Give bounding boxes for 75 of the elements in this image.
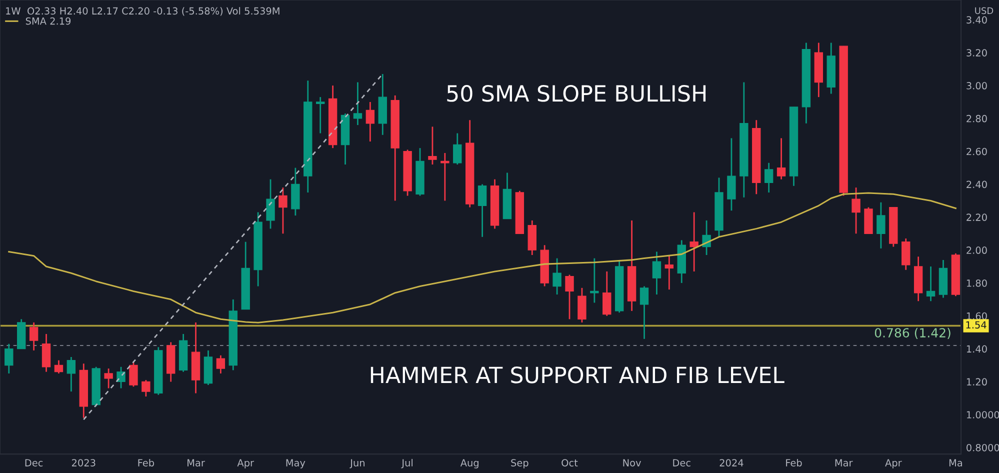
y-tick-label: 2.20	[966, 214, 987, 221]
candlestick	[29, 322, 38, 352]
candlestick	[764, 162, 774, 194]
legend-label: SMA 2.19	[26, 17, 71, 25]
candlestick	[852, 186, 860, 234]
candlestick	[926, 266, 936, 302]
y-tick-label: 1.0000	[966, 411, 999, 418]
y-tick-label: 1.80	[966, 279, 987, 287]
x-tick-label: Feb	[138, 458, 154, 466]
y-tick-label: 2.00	[966, 246, 987, 254]
ref-line-label: 1.54	[966, 321, 986, 329]
x-tick-label: Oct	[562, 459, 578, 466]
y-tick-label: 2.80	[966, 114, 987, 122]
candlestick	[690, 212, 698, 272]
y-tick-label: 2.60	[966, 148, 987, 156]
y-tick-label: 3.00	[966, 82, 987, 90]
x-tick-label: Sep	[511, 459, 528, 468]
candlestick	[652, 251, 662, 296]
ref-line-label: 0.786 (1.42)	[874, 328, 950, 339]
candlestick	[142, 379, 150, 398]
x-tick-label: Dec	[25, 459, 43, 466]
candlestick	[216, 354, 226, 374]
text: 1W O2.33 H2.40 L2.17 C2.20 -0.13 (-5.58%) Vol 5.539M	[6, 7, 280, 16]
candlestick	[552, 258, 562, 296]
candlestick	[104, 368, 113, 389]
candlestick	[453, 132, 462, 166]
candlestick	[42, 333, 51, 373]
x-tick-label: 2023	[72, 459, 96, 466]
candlestick	[66, 356, 76, 392]
x-tick-label: Aug	[460, 459, 478, 468]
candlestick	[366, 101, 375, 142]
x-tick-label: Nov	[623, 459, 641, 466]
candlestick	[116, 366, 126, 389]
candlestick	[776, 138, 786, 180]
candlestick	[266, 178, 275, 230]
candlestick	[316, 96, 325, 134]
candlestick	[902, 238, 910, 271]
y-tick-label: 1.60	[966, 312, 987, 320]
x-tick-label: Dec	[673, 459, 690, 466]
x-tick-label: Feb	[786, 458, 802, 466]
candlestick	[278, 186, 288, 234]
candlestick	[565, 274, 574, 320]
y-axis-title: USD	[975, 7, 994, 14]
x-tick-label: Jul	[401, 458, 413, 468]
y-tick-label: 1.40	[966, 345, 987, 353]
y-tick-label: 0.8000	[966, 444, 999, 452]
candlestick	[54, 360, 64, 374]
candlestick	[440, 152, 450, 202]
x-tick-label: Ma	[949, 459, 962, 466]
x-tick-label: Mar	[835, 459, 853, 466]
candlestick	[129, 361, 138, 388]
annotation: HAMMER AT SUPPORT AND FIB LEVEL	[370, 366, 784, 384]
y-tick-label: 3.40	[966, 16, 987, 24]
annotation: 50 SMA SLOPE BULLISH	[447, 84, 706, 102]
candlestick	[4, 343, 14, 374]
line-series	[8, 192, 956, 324]
candlestick	[640, 286, 649, 340]
candlestick	[578, 287, 586, 324]
x-tick-label: Apr	[885, 459, 902, 468]
candlestick	[727, 138, 736, 212]
candlestick	[428, 126, 437, 166]
candlestick	[876, 202, 886, 250]
x-tick-label: Jun	[350, 459, 364, 468]
x-tick-label: Apr	[237, 459, 254, 468]
x-tick-label: Mar	[188, 459, 205, 466]
candlestick	[664, 254, 674, 290]
y-tick-label: 3.20	[966, 49, 987, 56]
y-tick-label: 2.40	[966, 180, 987, 188]
candlestick	[590, 258, 599, 304]
x-tick-label: 2024	[720, 459, 744, 466]
candlestick	[478, 184, 487, 238]
candlestick	[602, 270, 612, 317]
candlestick	[353, 82, 362, 126]
y-tick-label: 1.20	[966, 378, 987, 386]
x-tick-label: May	[286, 459, 306, 468]
